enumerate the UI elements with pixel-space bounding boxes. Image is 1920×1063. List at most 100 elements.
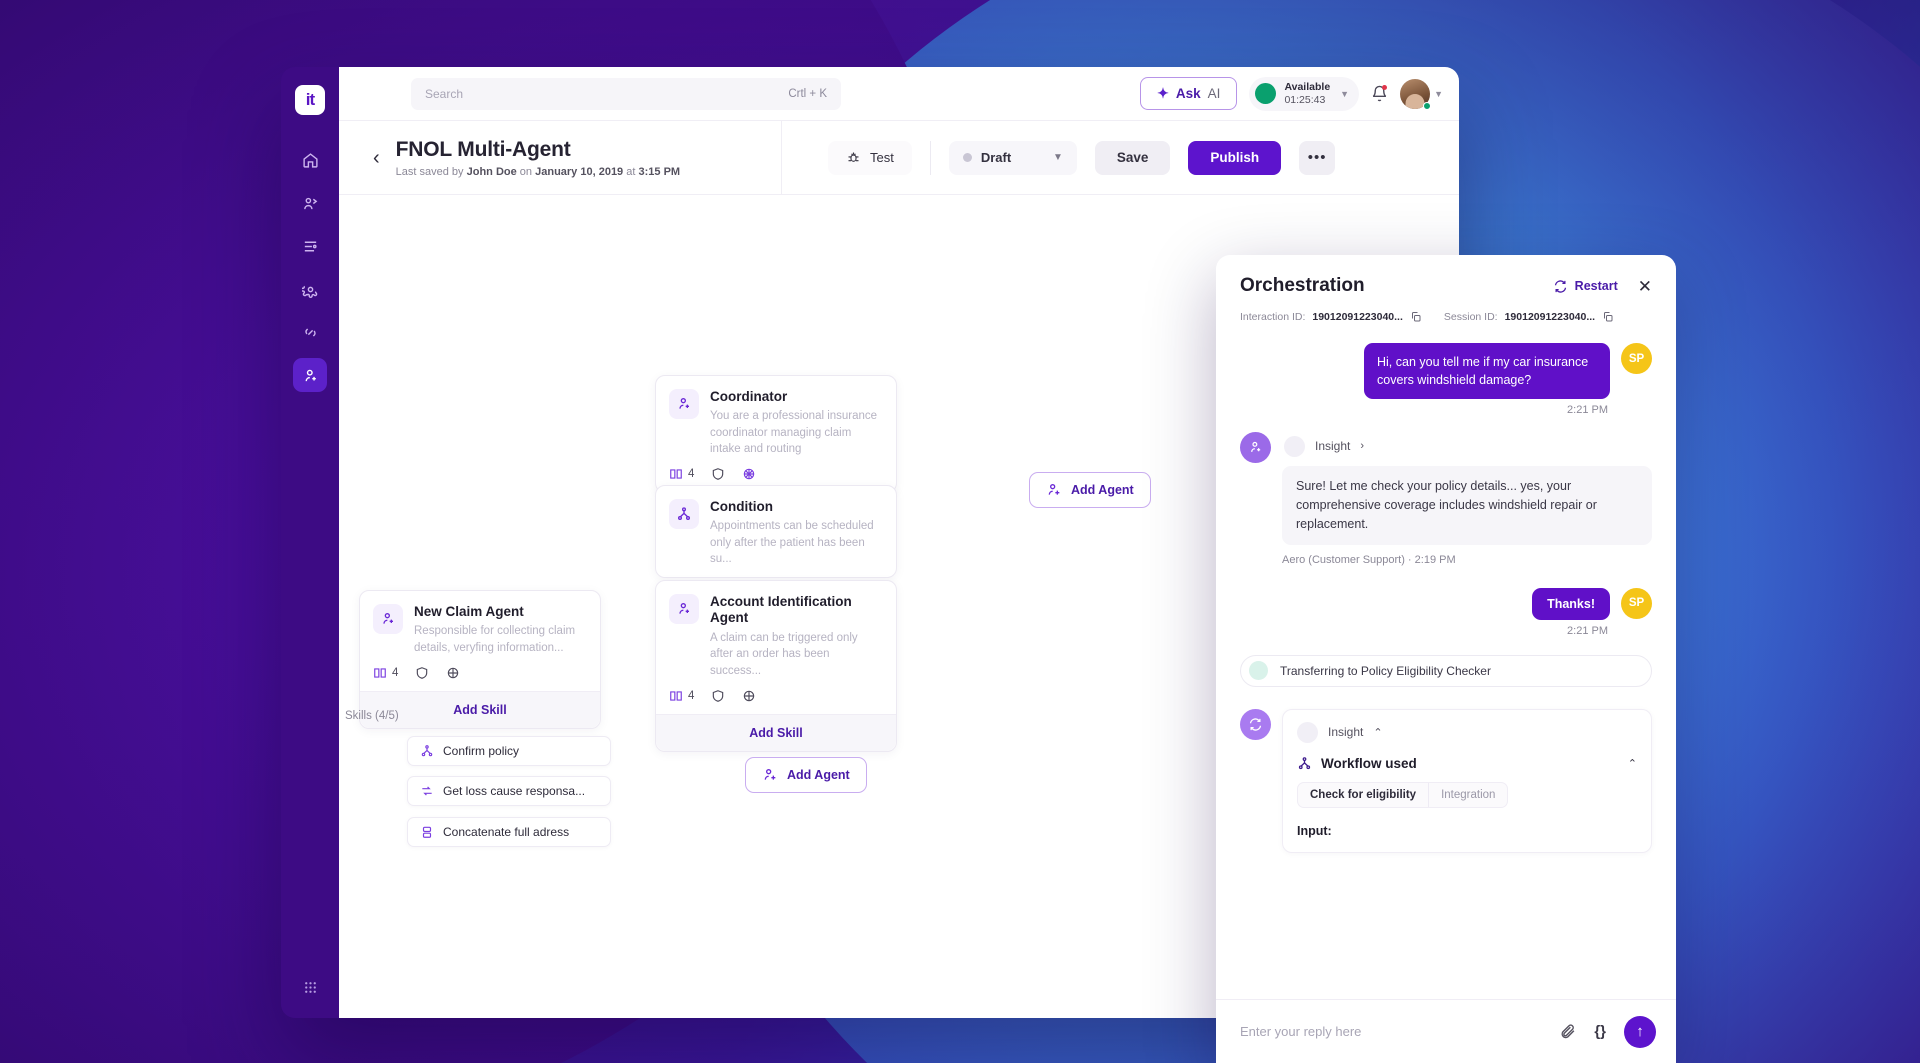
more-options-button[interactable]: ••• [1299,140,1336,175]
knowledge-count[interactable]: 4 [669,689,694,703]
insight-card-header[interactable]: Insight ⌃ [1297,721,1637,743]
sidebar-item-settings[interactable] [293,272,327,306]
node-title: Account Identification Agent [710,594,852,626]
knowledge-count[interactable]: 4 [669,467,694,481]
avatar: SP [1621,343,1652,374]
node-coordinator[interactable]: Coordinator You are a professional insur… [655,375,897,494]
restart-button[interactable]: Restart [1553,279,1618,294]
send-button[interactable]: ↑ [1624,1015,1656,1048]
user-menu[interactable]: ▼ [1400,78,1443,110]
guardrail-icon[interactable] [711,689,725,703]
skill-item-confirm-policy[interactable]: Confirm policy [407,736,611,766]
availability-selector[interactable]: Available 01:25:43 ▼ [1249,76,1360,111]
knowledge-count-value: 4 [688,689,695,702]
copy-icon[interactable] [1602,311,1614,323]
model-icon[interactable] [742,467,756,481]
skill-item-get-loss-cause[interactable]: Get loss cause responsa... [407,776,611,806]
book-icon [669,467,683,481]
orchestration-panel: Orchestration Restart ✕ Interaction ID: … [1216,255,1676,1063]
chevron-right-icon: › [1360,440,1365,453]
paperclip-icon[interactable] [1559,1023,1576,1040]
skill-item-concatenate-address[interactable]: Concatenate full adress [407,817,611,847]
save-button[interactable]: Save [1094,140,1171,175]
chat-transcript[interactable]: Hi, can you tell me if my car insurance … [1216,323,1676,1063]
book-icon [669,689,683,703]
app-logo[interactable]: it [295,85,325,115]
agent-icon [669,389,699,419]
model-icon[interactable] [446,666,460,680]
avatar-online-badge [1423,101,1431,110]
node-meta: 4 [656,467,896,492]
condition-icon [669,499,699,529]
test-label: Test [870,150,894,165]
message-text: Hi, can you tell me if my car insurance … [1364,343,1610,400]
node-meta: 4 [360,666,600,691]
sidebar-item-integrations[interactable] [293,315,327,349]
ask-ai-button[interactable]: ✦ Ask AI [1140,77,1238,110]
notifications-button[interactable] [1371,85,1388,102]
restart-label: Restart [1574,279,1618,293]
variable-icon[interactable]: {} [1594,1023,1606,1040]
model-icon[interactable] [742,689,756,703]
add-skill-button[interactable]: Add Skill [656,713,896,751]
skill-label: Concatenate full adress [443,825,570,839]
workflow-used-row[interactable]: Workflow used ⌃ [1297,756,1637,771]
notification-badge [1382,85,1388,90]
status-select[interactable]: Draft ▼ [948,140,1077,175]
chevron-down-icon: ▼ [1340,88,1350,99]
node-account-identification-agent[interactable]: Account Identification Agent A claim can… [655,580,897,752]
chevron-up-icon[interactable]: ⌃ [1627,757,1637,770]
availability-status: Available [1284,81,1331,94]
sidebar-item-tasks[interactable] [293,229,327,263]
insight-avatar-icon [1297,721,1318,743]
workflow-icon [420,744,434,758]
node-condition[interactable]: Condition Appointments can be scheduled … [655,485,897,579]
add-skill-button[interactable]: Add Skill [360,691,600,729]
copy-icon[interactable] [1410,311,1422,323]
apps-grid-icon[interactable] [302,979,319,996]
session-id: Session ID: 19012091223040... [1444,311,1614,323]
skill-label: Get loss cause responsa... [443,784,586,798]
orchestration-ids: Interaction ID: 19012091223040... Sessio… [1240,311,1652,323]
transfer-notice: Transferring to Policy Eligibility Check… [1240,654,1652,687]
saved-date: January 10, 2019 [535,165,624,178]
workflow-used-title: Workflow used [1321,755,1417,771]
transfer-text: Transferring to Policy Eligibility Check… [1280,663,1491,678]
reply-input[interactable]: Enter your reply here [1240,1024,1362,1039]
insight-label: Insight [1315,439,1351,454]
book-icon [373,666,387,680]
analytics-icon [302,195,319,212]
transform-icon [420,784,434,798]
bell-icon [1371,85,1388,102]
add-agent-button-bottom[interactable]: Add Agent [745,757,867,793]
status-dot-icon [962,153,972,162]
node-new-claim-agent[interactable]: New Claim Agent Responsible for collecti… [359,590,601,730]
sidebar-item-home[interactable] [293,143,327,177]
knowledge-count[interactable]: 4 [373,666,398,680]
close-icon[interactable]: ✕ [1637,276,1652,296]
restart-icon [1553,279,1568,294]
sidebar-item-agents[interactable] [293,358,327,392]
search-placeholder: Search [425,86,464,101]
sidebar-item-analytics[interactable] [293,186,327,220]
guardrail-icon[interactable] [711,467,725,481]
publish-button[interactable]: Publish [1188,140,1282,175]
insight-card[interactable]: Insight ⌃ Workflow used ⌃ Check for elig… [1282,708,1652,853]
database-icon [420,825,434,839]
reply-bar: Enter your reply here {} ↑ [1216,999,1676,1063]
topbar: Search Crtl + K ✦ Ask AI Available 01:25… [339,67,1459,121]
saved-mid: on [519,165,533,178]
search-input[interactable]: Search Crtl + K [411,77,841,110]
guardrail-icon[interactable] [415,666,429,680]
workflow-icon [1297,756,1312,771]
add-agent-button-right[interactable]: Add Agent [1029,472,1151,508]
back-button[interactable]: ‹ [373,146,380,169]
saved-user: John Doe [466,165,517,178]
add-agent-label: Add Agent [1071,483,1134,497]
page-header-tools: Test Draft ▼ Save Publish ••• [782,121,1336,194]
test-button[interactable]: Test [828,140,912,175]
insight-card-row: Insight ⌃ Workflow used ⌃ Check for elig… [1240,708,1652,853]
insight-toggle[interactable]: Insight › [1282,432,1652,460]
sparkle-icon: ✦ [1157,85,1169,101]
agent-icon [373,604,403,634]
